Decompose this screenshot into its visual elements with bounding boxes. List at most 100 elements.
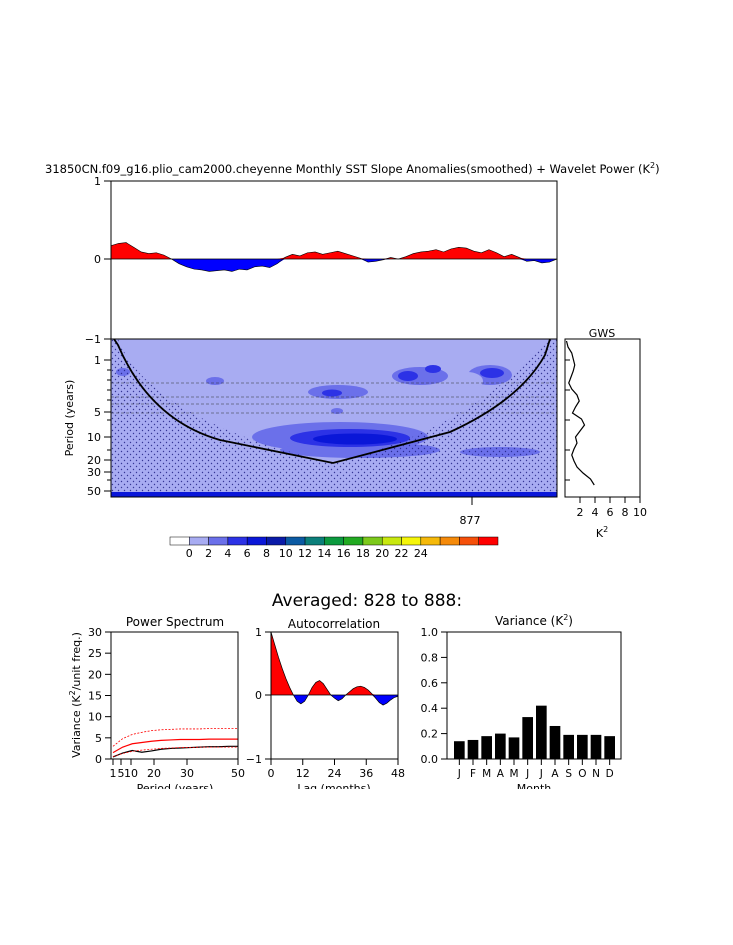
ts-ytick-label: 0 [94,253,101,266]
negative-autocorr-area [271,695,398,706]
autocorrelation-ticks: 0 12 24 36 48 1 0 −1 [246,626,405,780]
var-ytick-label: 1.0 [421,626,439,639]
ac-xtick-label: 24 [328,767,342,780]
ac-ytick-label: 1 [255,626,262,639]
colorbar-label: 8 [263,547,270,560]
ac-xtick-label: 48 [391,767,405,780]
var-xtick-label: F [470,768,476,780]
colorbar-swatch [324,536,344,546]
wv-ytick-label: 1 [94,354,101,367]
timeseries-panel: 1 0 −1 [85,175,558,346]
ts-ytick-label: −1 [85,333,101,346]
colorbar-label: 18 [356,547,370,560]
ac-ytick-label: −1 [246,753,262,766]
variance-bars [454,705,615,759]
anomaly-line [111,242,557,272]
variance-ticks: J F M A M J J A S O N D0.00.20.40.60.81.0 [421,626,614,780]
gws-xlabel: K2 [596,525,608,540]
var-xtick-label: J [457,768,461,780]
averaged-label: Averaged: 828 to 888: [272,591,462,611]
gws-line [565,340,595,486]
colorbar-swatch [343,536,364,546]
var-xtick-label: A [551,768,559,780]
colorbar-swatch [420,536,441,546]
bottom-strip [111,492,557,497]
ps-ytick-label: 15 [88,690,102,703]
ac-xtick-label: 0 [268,767,275,780]
timeseries-area [111,242,557,272]
power-spectrum-ylabel: Variance (K2/unit freq.) [68,632,83,758]
ps-xtick-label: 5 [118,767,125,780]
var-xtick-label: J [539,768,543,780]
wavelet-ylabel: Period (years) [63,380,76,457]
ps-ytick-label: 10 [88,711,102,724]
bottom-cover [60,789,660,809]
ps-ytick-label: 0 [95,753,102,766]
ps-xtick-label: 10 [124,767,138,780]
var-ytick-label: 0.4 [421,702,439,715]
ps-ytick-label: 25 [88,647,102,660]
gws-xtick-label: 8 [622,506,629,519]
colorbar-swatch [227,536,248,546]
var-ytick-label: 0.2 [421,728,439,741]
wv-ytick-label: 30 [87,466,101,479]
cone-of-influence-shade [111,339,557,497]
colorbar-swatch [266,536,287,546]
var-ytick-label: 0.6 [421,677,439,690]
ps-ytick-label: 20 [88,668,102,681]
colorbar-swatch [246,536,267,546]
ac-ytick-label: 0 [255,689,262,702]
var-xtick-label: M [509,768,518,780]
gws-title: GWS [589,327,615,340]
colorbar-label: 0 [186,547,193,560]
ts-ytick-label: 1 [94,175,101,188]
variance-title: Variance (K2) [495,613,573,628]
autocorrelation-title: Autocorrelation [288,617,380,631]
gws-xtick-label: 10 [633,506,647,519]
colorbar-swatch [478,536,499,546]
variance-frame [446,631,622,760]
colorbar-swatch [208,536,229,546]
period-gridlines [111,382,557,414]
colorbar-label: 16 [337,547,351,560]
power-spectrum-title: Power Spectrum [126,615,224,629]
var-xtick-label: J [525,768,529,780]
ps-xtick-label: 30 [180,767,194,780]
variance-bar [563,734,574,759]
colorbar-swatch [304,536,325,546]
colorbar-label: 10 [279,547,293,560]
ac-xtick-label: 12 [296,767,310,780]
gws-xtick-label: 4 [592,506,599,519]
colorbar-label: 4 [224,547,231,560]
autocorr-line [271,632,398,706]
power-spectrum-lines [112,728,238,758]
colorbar-swatch [459,536,479,546]
variance-bar [536,705,547,759]
colorbar-swatch [169,536,190,546]
variance-bar [577,734,588,759]
wv-ytick-label: 20 [87,454,101,467]
gws-frame [564,338,641,498]
variance-bar [495,733,506,759]
colorbar-label: 20 [375,547,389,560]
cone-of-influence [113,338,551,464]
variance-bar [481,736,492,759]
wv-ytick-label: 5 [94,406,101,419]
variance-bar [549,725,561,759]
colorbar-label: 24 [414,547,428,560]
negative-anomaly-area [111,259,557,272]
timeseries-yticks: 1 0 −1 [85,175,111,346]
wv-ytick-label: 10 [87,431,101,444]
colorbar-label: 14 [317,547,331,560]
var-ytick-label: 0.0 [421,753,439,766]
ps-xtick-label: 1 [110,767,117,780]
positive-anomaly-area [111,242,557,259]
power-spectrum-series [112,746,238,757]
ps-ytick-label: 5 [95,732,102,745]
var-xtick-label: A [497,768,505,780]
ps-xtick-label: 20 [147,767,161,780]
